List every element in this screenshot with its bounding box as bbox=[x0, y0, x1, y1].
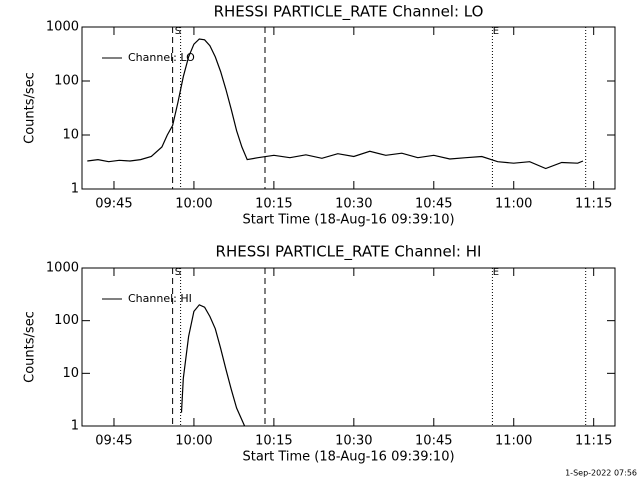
x-tick-label: 09:45 bbox=[95, 197, 132, 212]
timestamp: 1-Sep-2022 07:56 bbox=[565, 469, 637, 478]
y-tick-label: 100 bbox=[54, 313, 79, 328]
annotation: S bbox=[175, 267, 181, 278]
x-tick-label: 10:45 bbox=[415, 434, 452, 449]
x-tick-label: 11:15 bbox=[575, 434, 612, 449]
x-axis-label: Start Time (18-Aug-16 09:39:10) bbox=[242, 213, 454, 228]
y-tick-label: 1 bbox=[71, 419, 79, 434]
y-axis-label: Counts/sec bbox=[23, 72, 38, 144]
y-tick-label: 1000 bbox=[46, 261, 79, 276]
y-tick-label: 10 bbox=[62, 128, 79, 143]
annotation: S bbox=[175, 26, 181, 37]
y-tick-label: 1 bbox=[71, 182, 79, 197]
x-tick-label: 10:45 bbox=[415, 197, 452, 212]
legend-label: Channel: LO bbox=[128, 51, 195, 64]
data-line bbox=[180, 304, 246, 427]
x-axis-label: Start Time (18-Aug-16 09:39:10) bbox=[242, 450, 454, 465]
annotation: E bbox=[493, 26, 499, 37]
y-tick-label: 10 bbox=[62, 366, 79, 381]
x-tick-label: 11:00 bbox=[495, 434, 532, 449]
annotation: E bbox=[493, 267, 499, 278]
x-tick-label: 10:00 bbox=[175, 434, 212, 449]
chart-title: RHESSI PARTICLE_RATE Channel: LO bbox=[214, 3, 484, 22]
plot-frame bbox=[81, 267, 616, 427]
x-tick-label: 11:15 bbox=[575, 197, 612, 212]
x-tick-label: 11:00 bbox=[495, 197, 532, 212]
y-tick-label: 1000 bbox=[46, 20, 79, 35]
x-tick-label: 10:30 bbox=[335, 434, 372, 449]
x-tick-label: 10:30 bbox=[335, 197, 372, 212]
x-tick-label: 10:15 bbox=[255, 197, 292, 212]
y-tick-label: 100 bbox=[54, 74, 79, 89]
chart-title: RHESSI PARTICLE_RATE Channel: HI bbox=[216, 243, 482, 262]
x-tick-label: 10:00 bbox=[175, 197, 212, 212]
legend-label: Channel: HI bbox=[128, 292, 192, 305]
y-axis-label: Counts/sec bbox=[23, 311, 38, 383]
plot-frame bbox=[81, 26, 616, 190]
x-tick-label: 10:15 bbox=[255, 434, 292, 449]
x-tick-label: 09:45 bbox=[95, 434, 132, 449]
data-line bbox=[87, 38, 584, 170]
